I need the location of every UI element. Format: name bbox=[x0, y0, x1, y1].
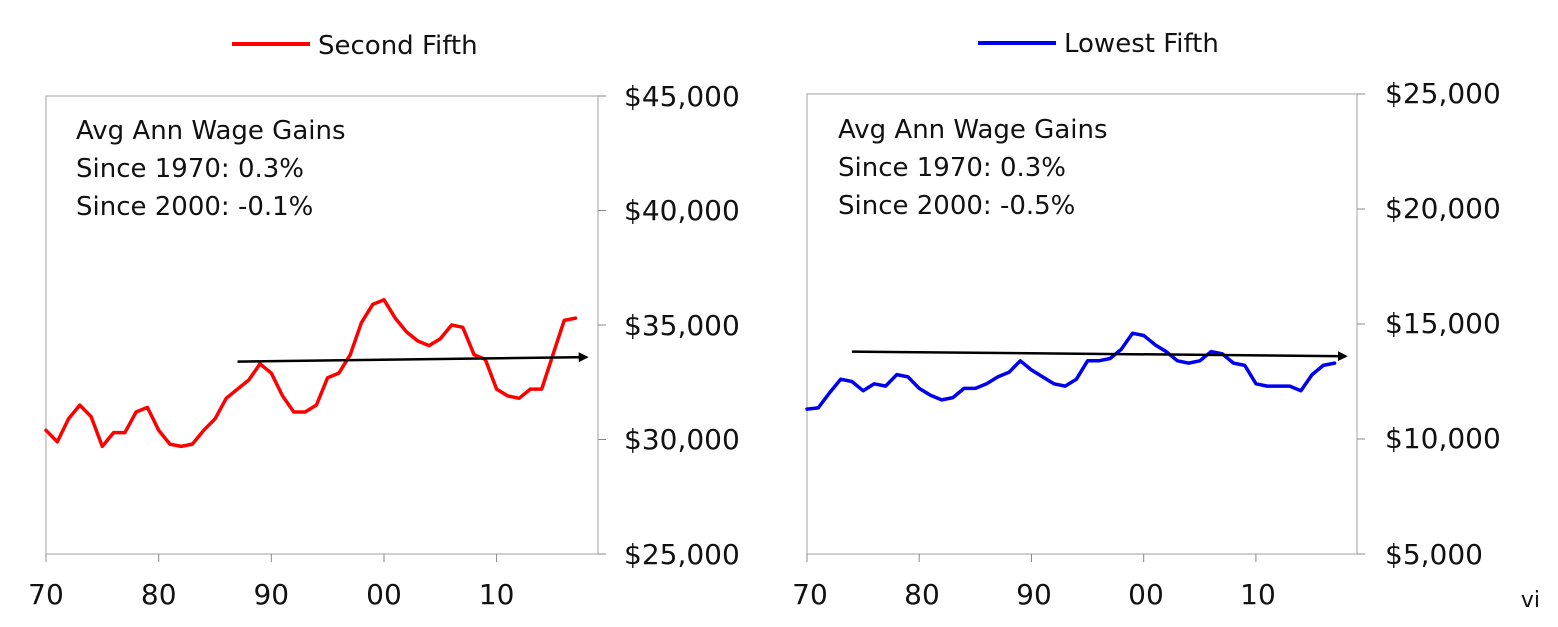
left-y-axis: $45,000 $40,000 $35,000 $30,000 $25,000 bbox=[598, 80, 740, 571]
right-x-tick-label-70: 70 bbox=[792, 578, 828, 611]
right-annotation-line-1: Avg Ann Wage Gains bbox=[838, 115, 1108, 145]
left-series-line-second-fifth bbox=[44, 298, 578, 449]
page-footer-mark: vi bbox=[1520, 588, 1540, 613]
right-series-line-lowest-fifth bbox=[805, 331, 1337, 411]
left-annotation-line-3: Since 2000: -0.1% bbox=[76, 192, 313, 222]
right-annotation-line-2: Since 1970: 0.3% bbox=[838, 153, 1066, 183]
left-x-tick-label-00: 00 bbox=[366, 578, 402, 611]
right-trend-arrow bbox=[851, 350, 1348, 362]
left-y-tick-label-45000: $45,000 bbox=[624, 80, 740, 113]
right-x-tick-label-00: 00 bbox=[1128, 578, 1164, 611]
left-x-tick-label-80: 80 bbox=[141, 578, 177, 611]
right-x-axis: 70 80 90 00 10 bbox=[792, 554, 1276, 611]
left-chart: Second Fifth Avg Ann Wage Gains Since 19… bbox=[28, 31, 740, 611]
right-y-tick-label-5000: $5,000 bbox=[1385, 538, 1483, 571]
right-x-tick-label-80: 80 bbox=[904, 578, 940, 611]
left-trend-arrow bbox=[237, 352, 589, 363]
left-y-tick-label-25000: $25,000 bbox=[624, 538, 740, 571]
left-annotation-line-2: Since 1970: 0.3% bbox=[76, 154, 304, 184]
right-annotation-line-3: Since 2000: -0.5% bbox=[838, 191, 1075, 221]
left-legend-label: Second Fifth bbox=[318, 31, 478, 61]
right-annotation: Avg Ann Wage Gains Since 1970: 0.3% Sinc… bbox=[838, 115, 1108, 221]
right-x-tick-label-10: 10 bbox=[1240, 578, 1276, 611]
left-x-axis: 70 80 90 00 10 bbox=[28, 554, 514, 611]
left-y-tick-label-30000: $30,000 bbox=[624, 423, 740, 456]
left-x-tick-label-90: 90 bbox=[253, 578, 289, 611]
right-y-tick-label-10000: $10,000 bbox=[1385, 422, 1501, 455]
left-y-tick-label-40000: $40,000 bbox=[624, 194, 740, 227]
left-annotation-line-1: Avg Ann Wage Gains bbox=[76, 116, 346, 146]
right-y-tick-label-25000: $25,000 bbox=[1385, 77, 1501, 110]
right-chart: Lowest Fifth Avg Ann Wage Gains Since 19… bbox=[792, 29, 1501, 611]
right-y-axis: $25,000 $20,000 $15,000 $10,000 $5,000 bbox=[1357, 77, 1501, 571]
right-y-tick-label-15000: $15,000 bbox=[1385, 307, 1501, 340]
right-y-tick-label-20000: $20,000 bbox=[1385, 192, 1501, 225]
right-legend-label: Lowest Fifth bbox=[1064, 29, 1219, 59]
left-x-tick-label-70: 70 bbox=[28, 578, 64, 611]
left-y-tick-label-35000: $35,000 bbox=[624, 309, 740, 342]
right-x-tick-label-90: 90 bbox=[1016, 578, 1052, 611]
left-annotation: Avg Ann Wage Gains Since 1970: 0.3% Sinc… bbox=[76, 116, 346, 222]
left-x-tick-label-10: 10 bbox=[479, 578, 515, 611]
